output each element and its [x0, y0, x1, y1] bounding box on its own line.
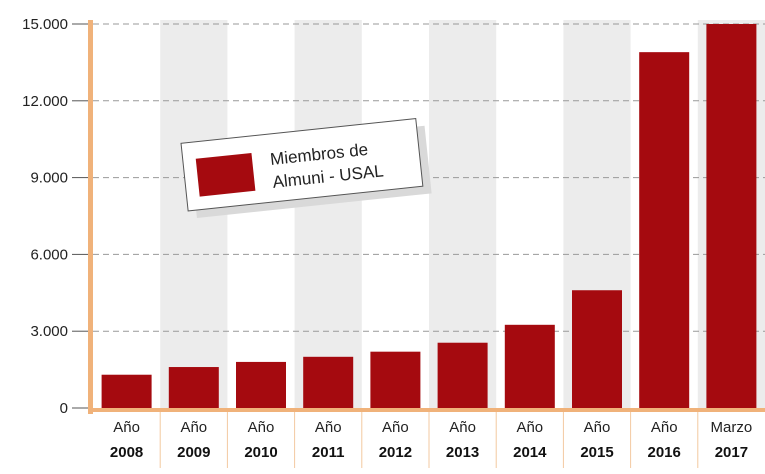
x-tick-label-top: Marzo: [711, 419, 753, 436]
x-tick-label-top: Año: [180, 419, 207, 436]
bar-2016: [639, 52, 690, 408]
legend-swatch: [195, 152, 256, 197]
x-tick-label-top: Año: [449, 419, 476, 436]
y-tick-label: 12.000: [22, 93, 68, 110]
bar-2013: [437, 342, 488, 408]
bar-2015: [572, 290, 622, 408]
x-tick-label-bottom: 2013: [446, 444, 479, 461]
bar-2014: [504, 324, 555, 408]
y-tick-labels: 0 3.000 6.000 9.000 12.000 15.000: [22, 16, 88, 417]
band-3: [294, 20, 362, 408]
x-tick-label-top: Año: [113, 419, 140, 436]
x-tick-label-bottom: 2017: [715, 444, 748, 461]
x-tick-label-top: Año: [651, 419, 678, 436]
y-tick-label: 0: [60, 400, 68, 417]
x-tick-label-top: Año: [516, 419, 543, 436]
bar-2011: [303, 356, 354, 408]
bar-2012: [370, 351, 421, 408]
x-tick-label-bottom: 2016: [648, 444, 681, 461]
legend: Miembros de Almuni - USAL: [180, 118, 432, 219]
x-tick-label-top: Año: [248, 419, 275, 436]
bar-2010: [236, 361, 286, 408]
y-tick-label: 3.000: [30, 323, 68, 340]
x-tick-label-bottom: 2011: [312, 444, 345, 461]
x-tick-label-bottom: 2012: [379, 444, 412, 461]
y-tick-label: 9.000: [30, 170, 68, 187]
y-tick-label: 6.000: [30, 246, 68, 263]
x-tick-label-bottom: 2015: [580, 444, 613, 461]
bars: [101, 24, 757, 408]
axes: [88, 20, 765, 468]
y-axis: [88, 20, 93, 414]
x-tick-label-bottom: 2008: [110, 444, 143, 461]
bar-2017: [706, 24, 757, 408]
x-axis: [88, 408, 765, 412]
x-tick-label-bottom: 2009: [177, 444, 210, 461]
x-tick-label-bottom: 2014: [513, 444, 547, 461]
x-tick-label-top: Año: [584, 419, 611, 436]
y-tick-label: 15.000: [22, 16, 68, 33]
x-tick-label-top: Año: [382, 419, 409, 436]
x-tick-labels: Año 2008 Año 2009 Año 2010 Año 2011 Año 2012 Año 20…: [110, 419, 752, 461]
x-tick-label-bottom: 2010: [244, 444, 277, 461]
bar-2009: [168, 367, 219, 408]
x-tick-label-top: Año: [315, 419, 342, 436]
bar-2008: [101, 374, 152, 408]
